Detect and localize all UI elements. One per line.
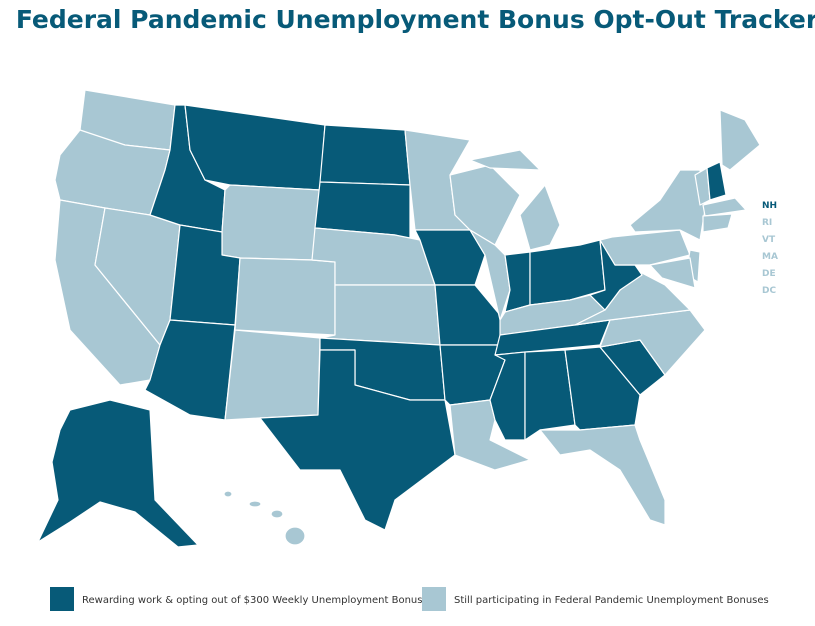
state	[649, 257, 696, 289]
state	[519, 184, 561, 251]
legend-label: Rewarding work & opting out of $300 Week…	[82, 595, 422, 606]
state-label: DE	[762, 269, 776, 279]
state	[319, 124, 411, 186]
state-label: NH	[762, 201, 777, 211]
state	[629, 169, 706, 241]
state	[259, 349, 456, 531]
small-state-labels: NH RI VT MA DE DC	[762, 201, 778, 296]
state	[539, 424, 666, 526]
legend-swatch	[422, 587, 446, 611]
state	[319, 284, 441, 346]
state	[706, 161, 727, 201]
state	[248, 500, 262, 508]
state	[37, 399, 199, 548]
state-label: VT	[762, 235, 776, 245]
state	[599, 229, 691, 266]
state	[223, 490, 233, 498]
legend: Rewarding work & opting out of $300 Week…	[50, 587, 769, 611]
legend-swatch	[50, 587, 74, 611]
legend-label: Still participating in Federal Pandemic …	[454, 595, 769, 606]
state	[284, 526, 306, 546]
state-label: MA	[762, 252, 778, 262]
state	[504, 251, 531, 313]
us-map	[37, 89, 761, 548]
state	[270, 509, 284, 519]
title: Federal Pandemic Unemployment Bonus Opt-…	[16, 5, 815, 34]
state-label: DC	[762, 286, 776, 296]
state	[469, 149, 541, 171]
state	[719, 109, 761, 171]
state	[184, 104, 326, 191]
state	[702, 197, 747, 217]
state-label: RI	[762, 218, 772, 228]
state	[221, 184, 321, 261]
state	[702, 213, 733, 233]
state	[524, 349, 576, 441]
state	[224, 329, 321, 421]
state	[234, 257, 336, 336]
